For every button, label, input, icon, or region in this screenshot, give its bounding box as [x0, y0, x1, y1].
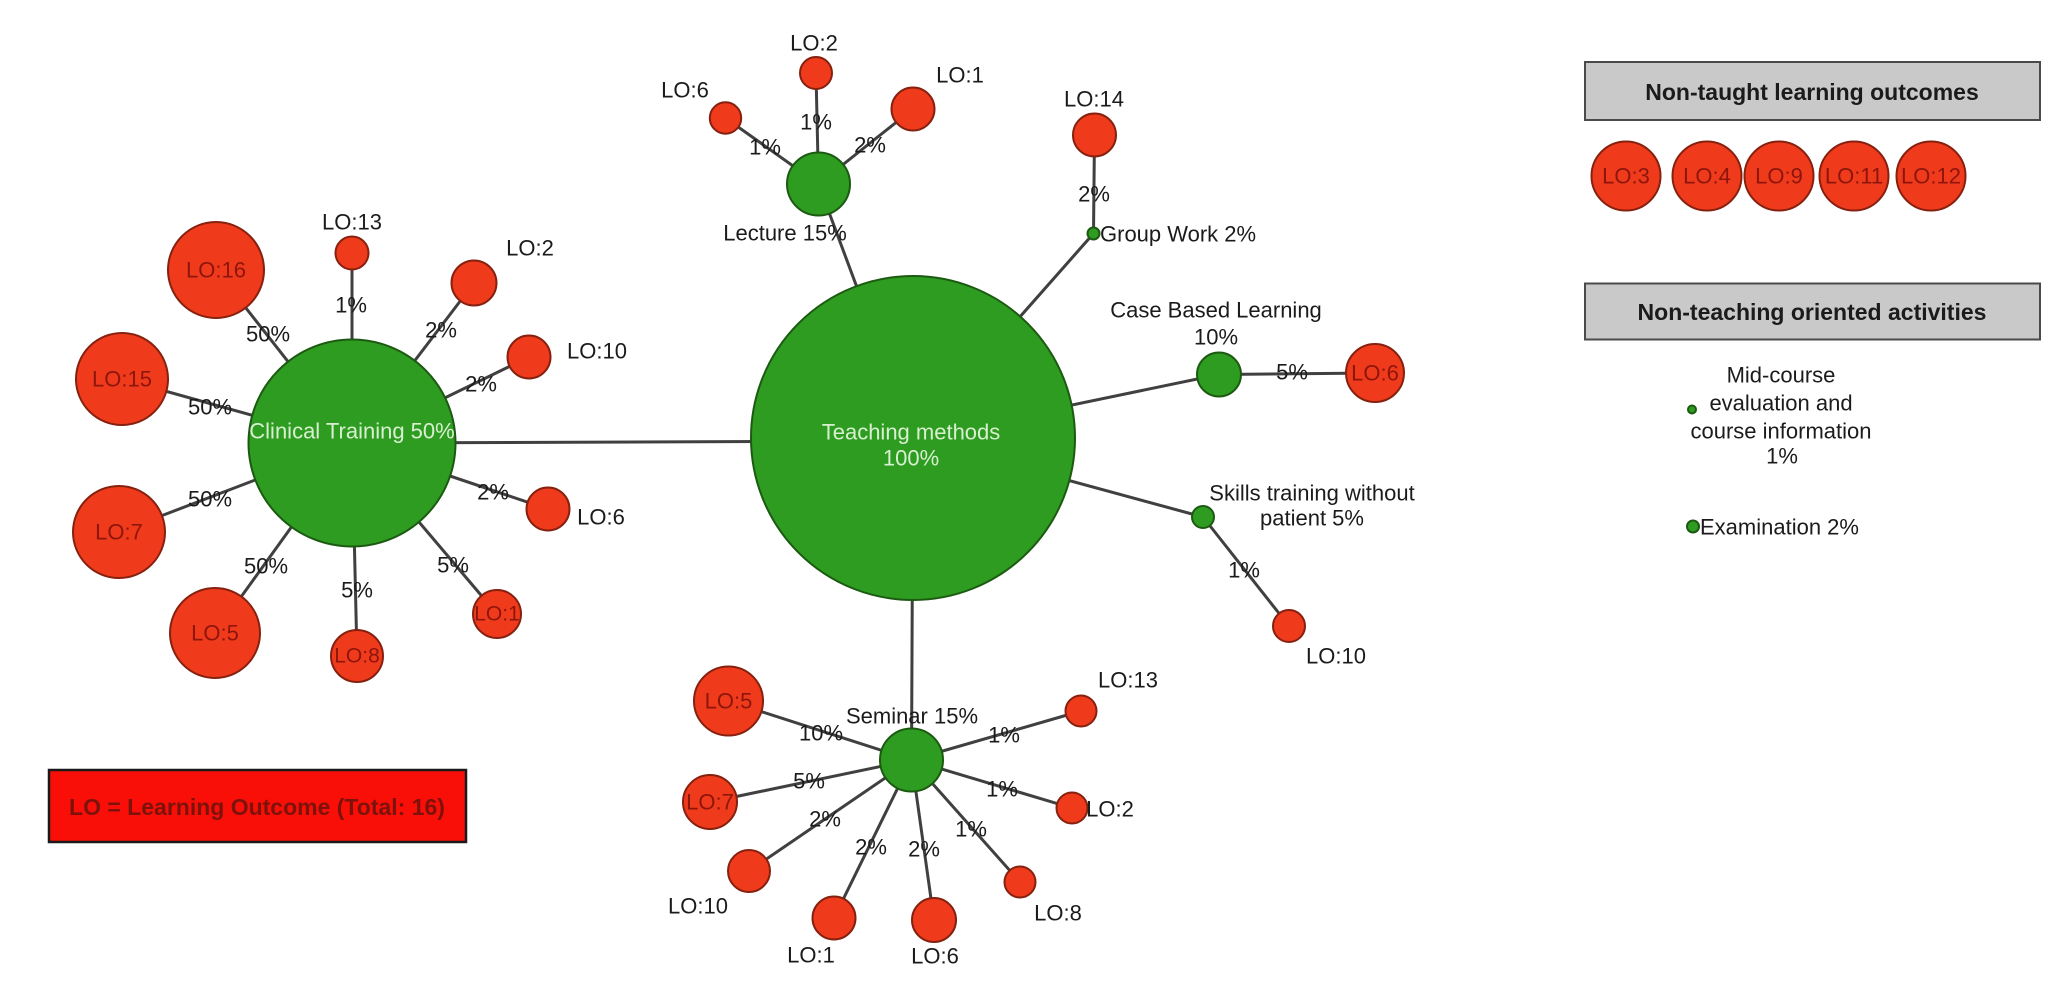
svg-text:10%: 10% — [1194, 325, 1238, 350]
svg-text:Teaching methods: Teaching methods — [822, 420, 1001, 445]
svg-text:LO:5: LO:5 — [191, 621, 239, 646]
svg-text:LO:2: LO:2 — [1086, 797, 1134, 822]
svg-text:course information: course information — [1691, 419, 1872, 444]
svg-text:2%: 2% — [1078, 182, 1110, 207]
svg-text:LO:9: LO:9 — [1755, 164, 1803, 189]
svg-text:LO:10: LO:10 — [668, 894, 728, 919]
svg-text:LO:6: LO:6 — [1351, 361, 1399, 386]
svg-text:2%: 2% — [809, 807, 841, 832]
svg-text:LO:3: LO:3 — [1602, 164, 1650, 189]
svg-text:2%: 2% — [855, 835, 887, 860]
svg-text:patient 5%: patient 5% — [1260, 506, 1364, 531]
svg-text:2%: 2% — [465, 372, 497, 397]
svg-text:100%: 100% — [883, 446, 939, 471]
svg-text:LO:11: LO:11 — [1825, 164, 1883, 189]
svg-text:LO:1: LO:1 — [474, 603, 520, 626]
svg-text:5%: 5% — [437, 553, 469, 578]
svg-text:LO:1: LO:1 — [787, 943, 835, 968]
svg-text:50%: 50% — [246, 322, 290, 347]
svg-text:Skills training without: Skills training without — [1209, 481, 1414, 506]
svg-text:LO:10: LO:10 — [567, 339, 627, 364]
svg-text:1%: 1% — [955, 817, 987, 842]
svg-text:5%: 5% — [793, 769, 825, 794]
svg-text:5%: 5% — [341, 578, 373, 603]
svg-text:LO:7: LO:7 — [686, 790, 734, 815]
svg-text:2%: 2% — [854, 133, 886, 158]
svg-text:Lecture 15%: Lecture 15% — [723, 221, 847, 246]
svg-text:5%: 5% — [1276, 360, 1308, 385]
svg-text:LO:14: LO:14 — [1064, 87, 1124, 112]
svg-text:LO:4: LO:4 — [1683, 164, 1731, 189]
svg-text:1%: 1% — [1766, 444, 1798, 469]
svg-text:LO:15: LO:15 — [92, 367, 152, 392]
svg-text:1%: 1% — [988, 723, 1020, 748]
svg-text:LO:10: LO:10 — [1306, 644, 1366, 669]
svg-text:1%: 1% — [1228, 558, 1260, 583]
svg-text:LO:7: LO:7 — [95, 520, 143, 545]
svg-text:50%: 50% — [244, 554, 288, 579]
svg-text:LO:5: LO:5 — [705, 689, 753, 714]
svg-text:1%: 1% — [986, 777, 1018, 802]
svg-text:LO:13: LO:13 — [1098, 668, 1158, 693]
svg-text:1%: 1% — [335, 293, 367, 318]
svg-text:Non-taught learning outcomes: Non-taught learning outcomes — [1645, 79, 1979, 105]
svg-text:Group Work 2%: Group Work 2% — [1100, 222, 1256, 247]
svg-text:LO:6: LO:6 — [911, 944, 959, 969]
svg-text:2%: 2% — [477, 480, 509, 505]
svg-text:LO:16: LO:16 — [186, 258, 246, 283]
svg-text:LO:6: LO:6 — [661, 78, 709, 103]
svg-text:Non-teaching oriented activiti: Non-teaching oriented activities — [1638, 299, 1987, 325]
svg-text:Clinical Training 50%: Clinical Training 50% — [249, 419, 454, 444]
svg-text:LO:2: LO:2 — [506, 236, 554, 261]
svg-text:50%: 50% — [188, 395, 232, 420]
svg-text:Case Based Learning: Case Based Learning — [1110, 298, 1322, 323]
svg-text:evaluation and: evaluation and — [1709, 391, 1852, 416]
svg-text:2%: 2% — [908, 837, 940, 862]
svg-text:LO:1: LO:1 — [936, 63, 984, 88]
svg-text:2%: 2% — [425, 318, 457, 343]
svg-text:LO:2: LO:2 — [790, 31, 838, 56]
svg-text:LO:6: LO:6 — [577, 505, 625, 530]
svg-text:Examination 2%: Examination 2% — [1700, 515, 1859, 540]
svg-text:1%: 1% — [749, 135, 781, 160]
svg-text:Mid-course: Mid-course — [1727, 363, 1836, 388]
svg-text:LO = Learning Outcome (Total:: LO = Learning Outcome (Total: 16) — [69, 794, 445, 820]
svg-text:50%: 50% — [188, 487, 232, 512]
svg-text:LO:12: LO:12 — [1901, 164, 1961, 189]
svg-text:Seminar 15%: Seminar 15% — [846, 704, 978, 729]
svg-text:1%: 1% — [800, 110, 832, 135]
svg-text:LO:13: LO:13 — [322, 210, 382, 235]
svg-text:LO:8: LO:8 — [334, 645, 380, 668]
svg-text:10%: 10% — [799, 721, 843, 746]
svg-text:LO:8: LO:8 — [1034, 901, 1082, 926]
